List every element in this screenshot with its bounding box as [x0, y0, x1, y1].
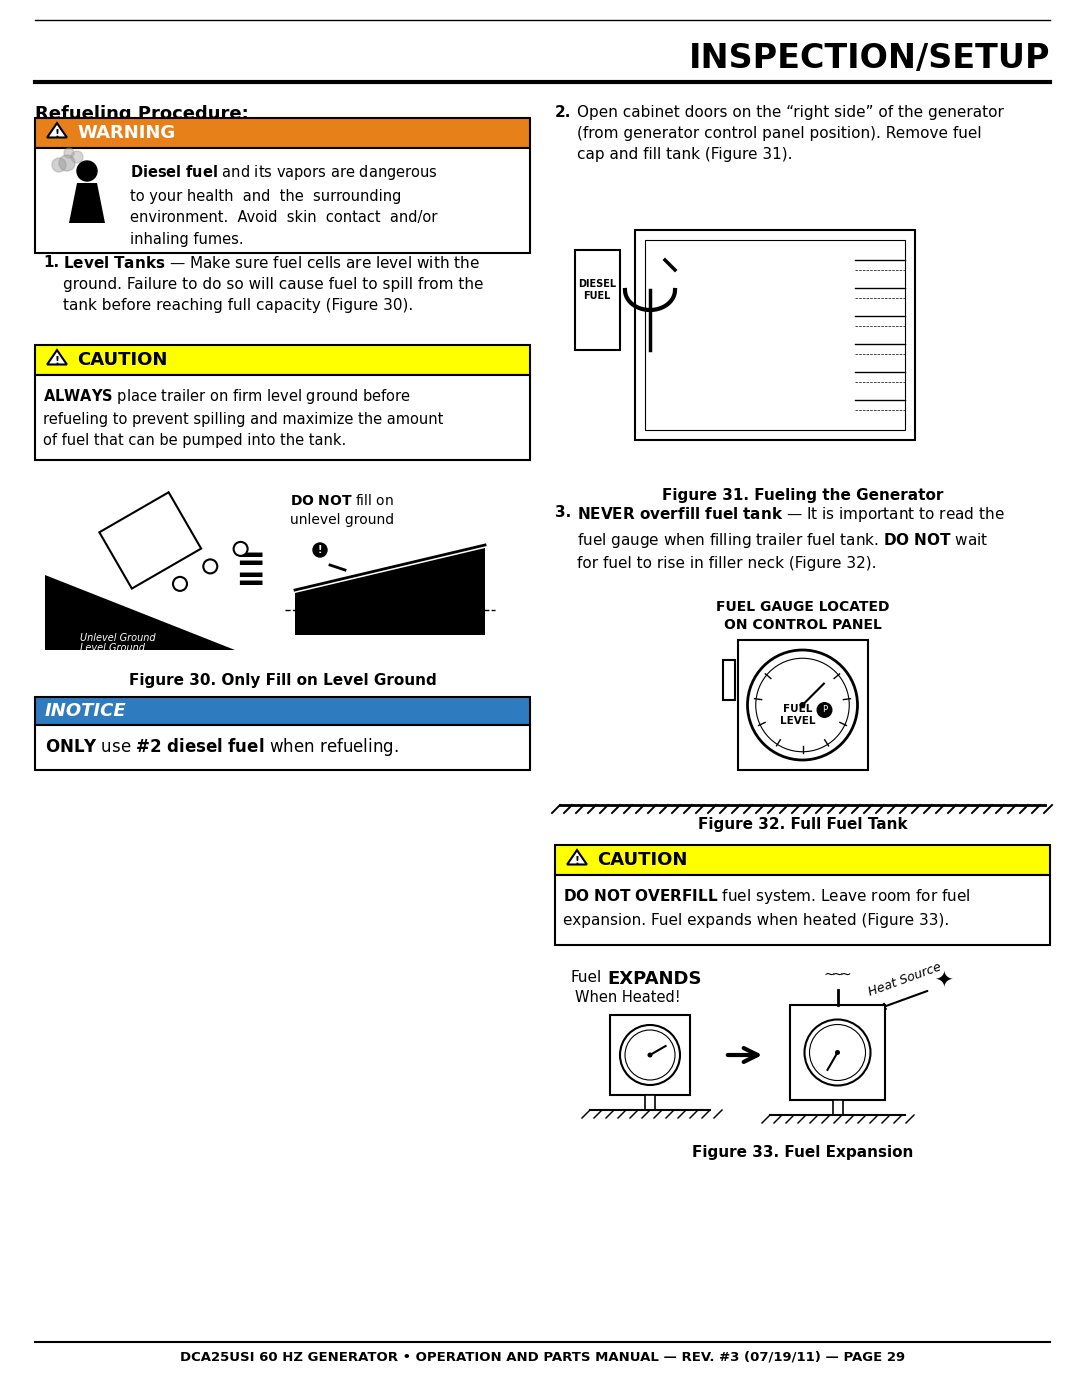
Text: Unlevel Ground: Unlevel Ground	[80, 633, 156, 643]
Text: Open cabinet doors on the “right side” of the generator
(from generator control : Open cabinet doors on the “right side” o…	[577, 105, 1004, 162]
Circle shape	[173, 577, 187, 591]
Polygon shape	[99, 492, 201, 588]
Circle shape	[313, 543, 327, 557]
Bar	[35, 374, 530, 460]
Text: =: =	[234, 563, 266, 597]
Circle shape	[835, 1051, 840, 1055]
Text: ✦: ✦	[934, 972, 953, 992]
Text: P: P	[822, 705, 827, 714]
Bar	[561, 219, 1050, 481]
Circle shape	[71, 151, 83, 163]
Text: !: !	[575, 856, 580, 866]
Text: EXPANDS: EXPANDS	[607, 970, 702, 988]
Bar	[35, 725, 530, 770]
Circle shape	[52, 158, 66, 172]
Circle shape	[59, 155, 75, 170]
Text: CAUTION: CAUTION	[597, 851, 687, 869]
Text: WARNING: WARNING	[77, 124, 175, 142]
Text: ON CONTROL PANEL: ON CONTROL PANEL	[724, 617, 881, 631]
Text: !: !	[55, 356, 59, 366]
Text: unlevel ground: unlevel ground	[291, 513, 394, 527]
Text: 2.: 2.	[555, 105, 571, 120]
Circle shape	[233, 542, 247, 556]
Bar	[35, 117, 530, 148]
Text: Refueling Procedure:: Refueling Procedure:	[35, 105, 248, 123]
Text: DIESEL
FUEL: DIESEL FUEL	[578, 279, 616, 300]
Circle shape	[747, 650, 858, 760]
Text: 1.: 1.	[43, 256, 59, 270]
Bar	[833, 1099, 842, 1115]
Bar	[610, 1016, 690, 1095]
Text: FUEL GAUGE LOCATED: FUEL GAUGE LOCATED	[716, 599, 889, 615]
Bar	[645, 240, 905, 430]
Circle shape	[805, 1020, 870, 1085]
Bar	[635, 231, 915, 440]
Text: Level Ground: Level Ground	[330, 650, 395, 659]
Bar	[789, 1004, 885, 1099]
Text: =: =	[234, 543, 266, 577]
Text: $\bf{Level\ Tanks}$ — Make sure fuel cells are level with the
ground. Failure to: $\bf{Level\ Tanks}$ — Make sure fuel cel…	[63, 256, 484, 313]
Text: 3.: 3.	[555, 504, 571, 520]
Text: $\bf{NEVER\ overfill\ fuel\ tank}$ — It is important to read the
fuel gauge when: $\bf{NEVER\ overfill\ fuel\ tank}$ — It …	[577, 504, 1004, 571]
Polygon shape	[48, 351, 67, 365]
Circle shape	[648, 1052, 652, 1058]
Polygon shape	[48, 123, 67, 137]
Text: Figure 33. Fuel Expansion: Figure 33. Fuel Expansion	[692, 1146, 914, 1160]
Bar	[35, 697, 530, 725]
Text: ~: ~	[832, 968, 843, 982]
Bar	[555, 875, 1050, 944]
Text: Level Ground: Level Ground	[80, 643, 145, 652]
Bar	[35, 148, 530, 253]
Text: ~: ~	[839, 968, 851, 982]
Polygon shape	[45, 576, 235, 650]
Circle shape	[64, 148, 75, 158]
Text: Figure 31. Fueling the Generator: Figure 31. Fueling the Generator	[662, 488, 943, 503]
Text: FUEL
LEVEL: FUEL LEVEL	[780, 704, 815, 726]
Text: Fuel: Fuel	[570, 970, 602, 985]
Text: INSPECTION/SETUP: INSPECTION/SETUP	[689, 42, 1050, 75]
Text: $\bf{ONLY}$ use $\bf{\#2\ diesel\ fuel}$ when refueling.: $\bf{ONLY}$ use $\bf{\#2\ diesel\ fuel}$…	[45, 736, 399, 759]
Text: DCA25USI 60 HZ GENERATOR • OPERATION AND PARTS MANUAL — REV. #3 (07/19/11) — PAG: DCA25USI 60 HZ GENERATOR • OPERATION AND…	[180, 1351, 905, 1363]
Text: Figure 30. Only Fill on Level Ground: Figure 30. Only Fill on Level Ground	[129, 673, 436, 687]
Polygon shape	[69, 183, 105, 224]
Circle shape	[77, 161, 97, 182]
Circle shape	[799, 703, 806, 708]
Text: !: !	[318, 545, 322, 555]
Bar	[738, 640, 867, 770]
Bar	[35, 345, 530, 374]
Text: INOTICE: INOTICE	[45, 703, 126, 719]
Circle shape	[816, 703, 833, 718]
Bar	[555, 845, 1050, 875]
Circle shape	[756, 658, 849, 752]
Circle shape	[810, 1024, 865, 1080]
Text: When Heated!: When Heated!	[575, 990, 680, 1004]
Bar	[575, 250, 620, 351]
Polygon shape	[295, 548, 485, 636]
Polygon shape	[567, 851, 586, 865]
Text: Figure 32. Full Fuel Tank: Figure 32. Full Fuel Tank	[698, 817, 907, 833]
Circle shape	[620, 1025, 680, 1085]
Circle shape	[203, 559, 217, 573]
Text: $\bf{DO\ NOT}$ fill on: $\bf{DO\ NOT}$ fill on	[291, 493, 394, 509]
Text: CAUTION: CAUTION	[77, 351, 167, 369]
Circle shape	[625, 1030, 675, 1080]
Bar	[723, 659, 734, 700]
Text: $\bf{DO\ NOT\ OVERFILL}$ fuel system. Leave room for fuel
expansion. Fuel expand: $\bf{DO\ NOT\ OVERFILL}$ fuel system. Le…	[563, 887, 971, 928]
Text: Unlevel Ground: Unlevel Ground	[330, 640, 406, 650]
Text: ~: ~	[824, 968, 835, 982]
Text: !: !	[55, 129, 59, 138]
Text: Heat Source: Heat Source	[867, 961, 943, 999]
Text: $\bf{Diesel\ fuel}$ and its vapors are dangerous
to your health  and  the  surro: $\bf{Diesel\ fuel}$ and its vapors are d…	[130, 163, 437, 247]
Bar	[645, 1095, 654, 1111]
Text: $\bf{ALWAYS}$ place trailer on firm level ground before
refueling to prevent spi: $\bf{ALWAYS}$ place trailer on firm leve…	[43, 387, 444, 448]
